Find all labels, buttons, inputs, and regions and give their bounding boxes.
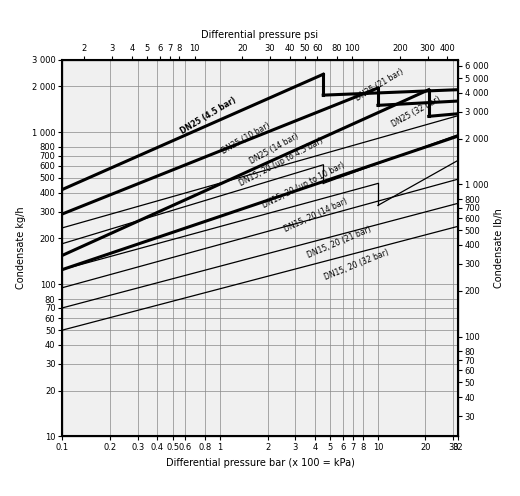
- Text: DN15, 20 (up to 4.5 bar): DN15, 20 (up to 4.5 bar): [238, 136, 325, 188]
- X-axis label: Differential pressure psi: Differential pressure psi: [201, 30, 319, 40]
- Text: DN25 (14 bar): DN25 (14 bar): [248, 131, 300, 166]
- Text: DN25 (21 bar): DN25 (21 bar): [354, 67, 405, 103]
- Text: DN25 (32 bar): DN25 (32 bar): [391, 95, 443, 129]
- Text: DN25 (10 bar): DN25 (10 bar): [220, 121, 272, 156]
- Y-axis label: Condensate lb/h: Condensate lb/h: [494, 208, 504, 288]
- Text: DN15, 20 (32 bar): DN15, 20 (32 bar): [323, 248, 391, 282]
- Y-axis label: Condensate kg/h: Condensate kg/h: [16, 207, 26, 289]
- Text: DN15, 20 (up to 10 bar): DN15, 20 (up to 10 bar): [261, 160, 346, 209]
- X-axis label: Differential pressure bar (x 100 = kPa): Differential pressure bar (x 100 = kPa): [165, 458, 355, 468]
- Text: DN15, 20 (14 bar): DN15, 20 (14 bar): [283, 196, 349, 234]
- Text: DN25 (4.5 bar): DN25 (4.5 bar): [179, 95, 238, 135]
- Text: DN15, 20 (21 bar): DN15, 20 (21 bar): [306, 225, 373, 260]
